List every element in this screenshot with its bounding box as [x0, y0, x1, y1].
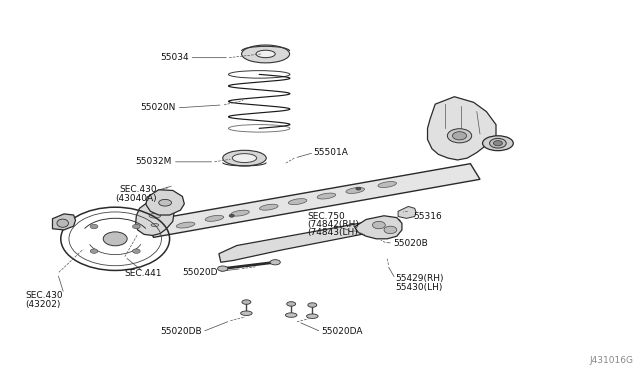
Text: SEC.430: SEC.430: [26, 291, 63, 300]
Ellipse shape: [205, 215, 223, 221]
Text: 55501A: 55501A: [314, 148, 348, 157]
Ellipse shape: [287, 302, 296, 306]
Text: 55020N: 55020N: [141, 103, 176, 112]
Text: (74842(RH): (74842(RH): [307, 220, 359, 229]
Text: 55032M: 55032M: [135, 157, 172, 166]
Ellipse shape: [241, 311, 252, 315]
Ellipse shape: [57, 219, 68, 227]
Ellipse shape: [177, 222, 195, 228]
Polygon shape: [428, 97, 496, 160]
Text: 55034: 55034: [160, 53, 189, 62]
Ellipse shape: [270, 260, 280, 265]
Text: 55020B: 55020B: [394, 239, 428, 248]
Ellipse shape: [289, 199, 307, 205]
Ellipse shape: [232, 154, 257, 163]
Text: SEC.750: SEC.750: [307, 212, 345, 221]
Circle shape: [132, 249, 140, 253]
Polygon shape: [398, 206, 416, 218]
Ellipse shape: [483, 136, 513, 151]
Ellipse shape: [231, 210, 249, 216]
Circle shape: [356, 187, 361, 190]
Ellipse shape: [317, 193, 335, 199]
Polygon shape: [144, 164, 480, 237]
Circle shape: [90, 224, 98, 229]
Polygon shape: [52, 214, 76, 230]
Text: 55020DB: 55020DB: [160, 327, 202, 336]
Circle shape: [90, 249, 98, 253]
Polygon shape: [146, 190, 184, 215]
Ellipse shape: [223, 150, 266, 166]
Ellipse shape: [241, 45, 289, 63]
Ellipse shape: [346, 187, 364, 193]
Ellipse shape: [493, 141, 502, 146]
Circle shape: [103, 232, 127, 246]
Circle shape: [384, 226, 397, 234]
Text: 55316: 55316: [413, 212, 442, 221]
Ellipse shape: [307, 314, 318, 318]
Text: SEC.441: SEC.441: [125, 269, 163, 278]
Text: (43040A): (43040A): [115, 194, 157, 203]
Text: SEC.430: SEC.430: [119, 185, 157, 194]
Polygon shape: [219, 218, 400, 262]
Text: (43202): (43202): [26, 300, 61, 309]
Ellipse shape: [452, 132, 467, 140]
Ellipse shape: [447, 129, 472, 143]
Ellipse shape: [149, 214, 161, 218]
Text: (74843(LH): (74843(LH): [307, 228, 358, 237]
Ellipse shape: [490, 138, 506, 148]
Ellipse shape: [256, 50, 275, 58]
Ellipse shape: [159, 199, 172, 206]
Text: 55020DA: 55020DA: [321, 327, 363, 336]
Ellipse shape: [260, 204, 278, 210]
Circle shape: [132, 224, 140, 229]
Text: J431016G: J431016G: [589, 356, 634, 365]
Ellipse shape: [285, 313, 297, 317]
Circle shape: [372, 221, 385, 229]
Ellipse shape: [378, 182, 396, 187]
Polygon shape: [355, 216, 402, 239]
Ellipse shape: [218, 266, 228, 271]
Ellipse shape: [308, 303, 317, 307]
Polygon shape: [136, 200, 174, 235]
Ellipse shape: [242, 300, 251, 304]
Ellipse shape: [151, 224, 159, 227]
Circle shape: [229, 214, 234, 217]
Text: 55020D: 55020D: [182, 268, 218, 277]
Text: 55430(LH): 55430(LH): [396, 283, 443, 292]
Text: 55429(RH): 55429(RH): [396, 275, 444, 283]
